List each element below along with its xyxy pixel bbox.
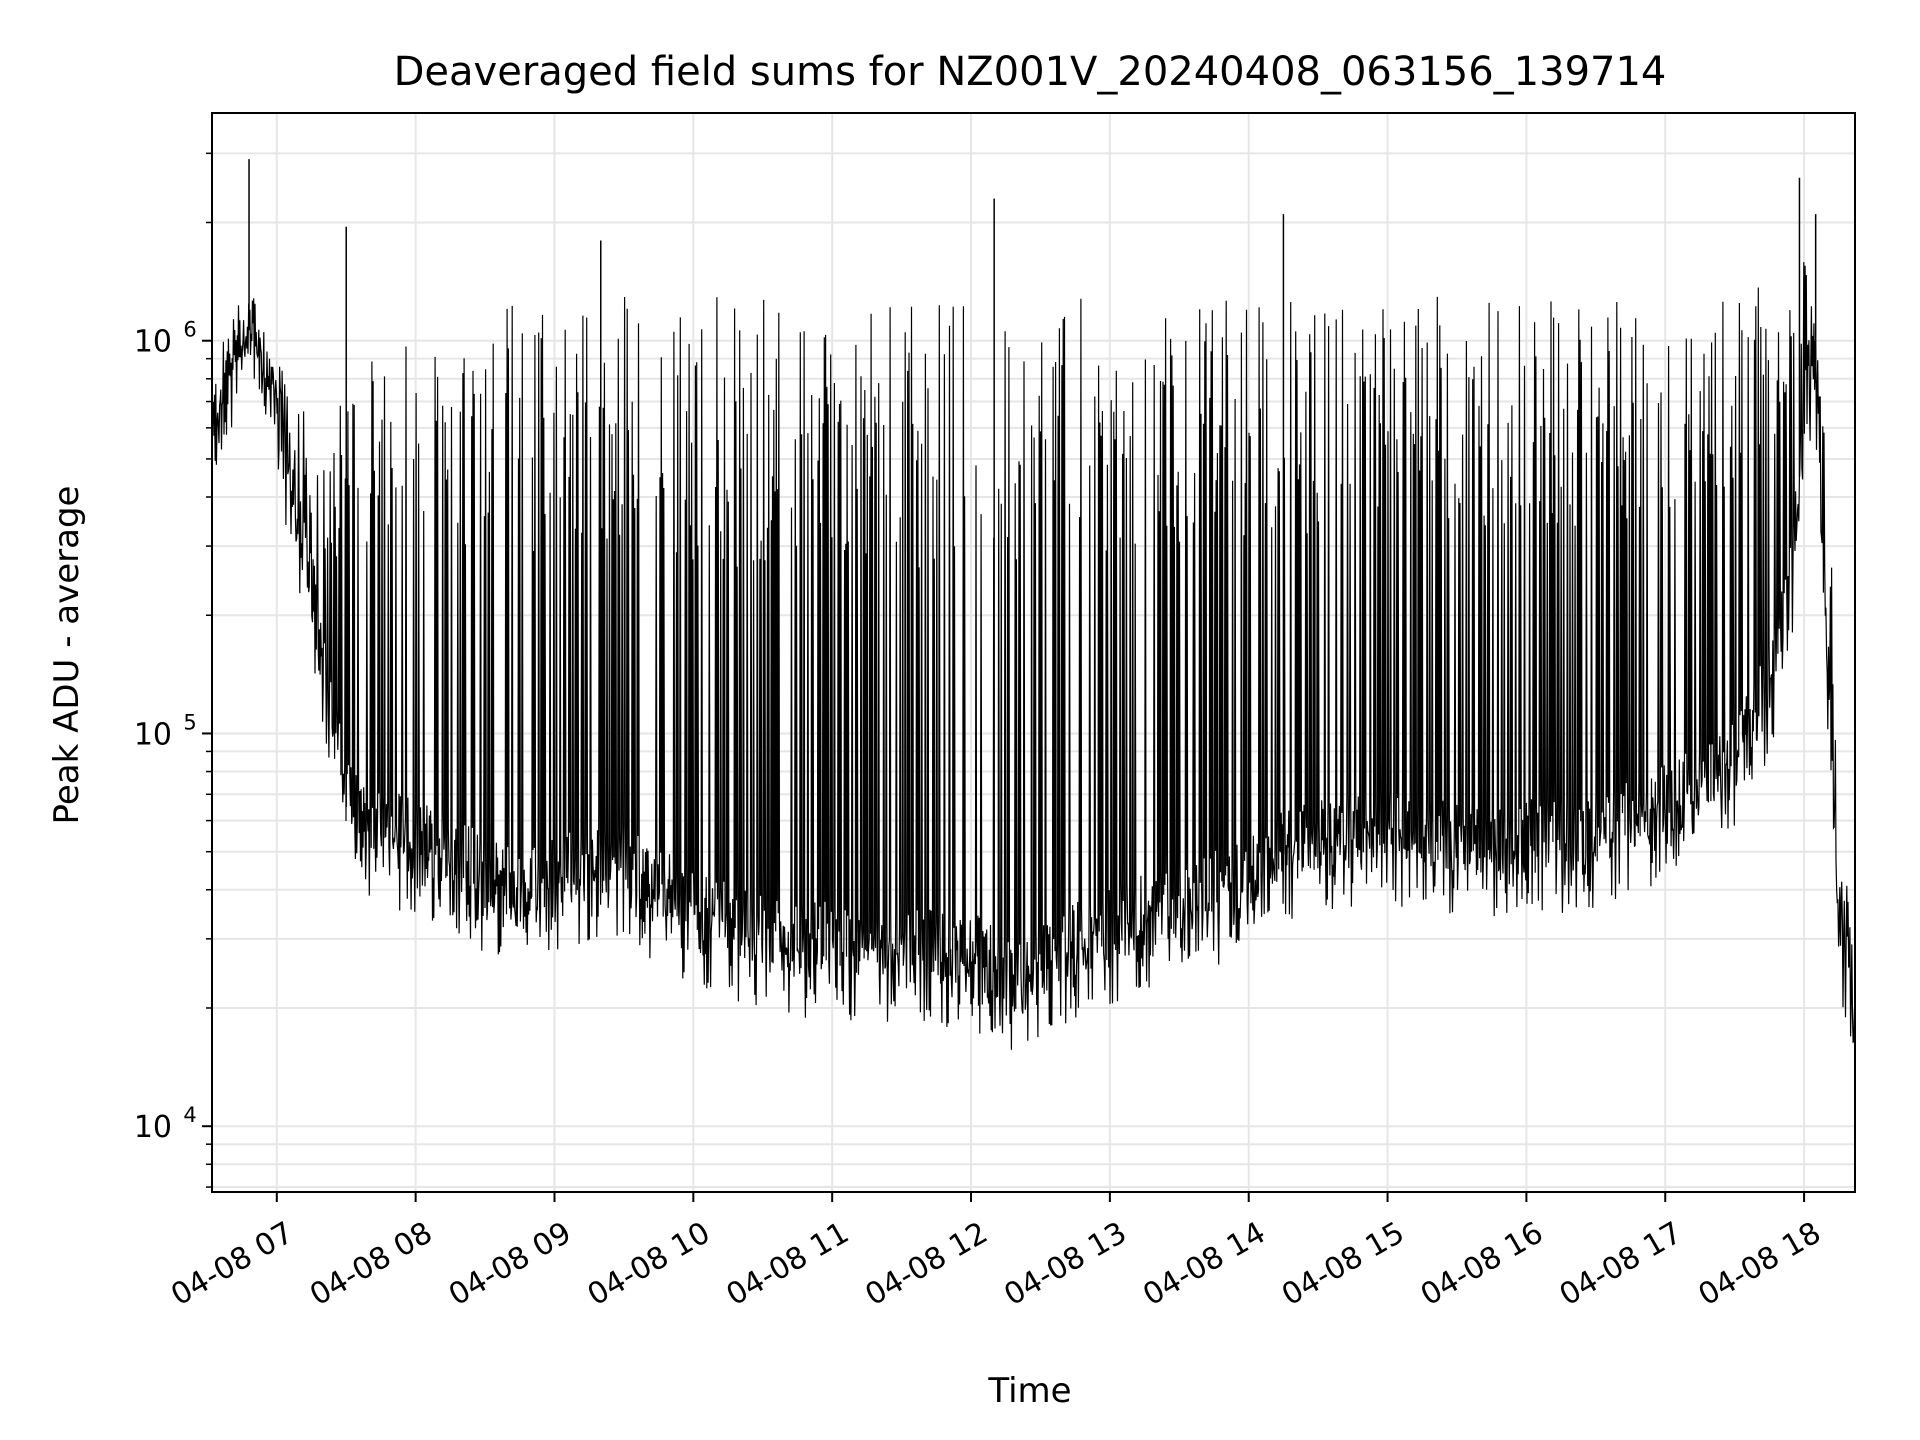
chart-title: Deaveraged field sums for NZ001V_2024040… xyxy=(394,49,1667,95)
y-tick-label: 10 xyxy=(134,1110,172,1145)
y-tick-exponent: 4 xyxy=(183,1103,196,1127)
y-axis-ticks: 10 4 10 5 10 6 xyxy=(134,152,212,1188)
series-line xyxy=(211,262,1856,1082)
y-axis-label: Peak ADU - average xyxy=(47,486,87,825)
y-tick-exponent: 6 xyxy=(183,318,196,342)
y-tick-label: 10 xyxy=(134,717,172,752)
x-axis-label: Time xyxy=(987,1371,1071,1411)
y-tick-exponent: 5 xyxy=(183,710,196,734)
series-trace xyxy=(211,159,1856,1082)
plot-frame xyxy=(211,112,1856,1193)
y-tick-label: 10 xyxy=(134,325,172,360)
